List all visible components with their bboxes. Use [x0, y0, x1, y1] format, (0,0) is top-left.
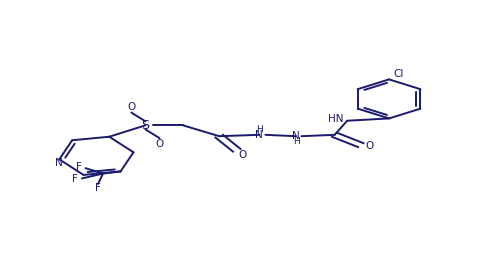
Text: H: H	[256, 125, 263, 134]
Text: F: F	[72, 174, 78, 184]
Text: O: O	[364, 141, 373, 151]
Text: N: N	[255, 130, 263, 140]
Text: S: S	[141, 119, 149, 132]
Text: O: O	[155, 139, 163, 149]
Text: O: O	[127, 102, 135, 112]
Text: Cl: Cl	[392, 69, 402, 79]
Text: HN: HN	[328, 114, 343, 124]
Text: F: F	[95, 183, 101, 193]
Text: F: F	[76, 162, 82, 172]
Text: N: N	[291, 131, 299, 141]
Text: O: O	[238, 150, 246, 160]
Text: N: N	[55, 158, 63, 167]
Text: H: H	[293, 137, 299, 146]
